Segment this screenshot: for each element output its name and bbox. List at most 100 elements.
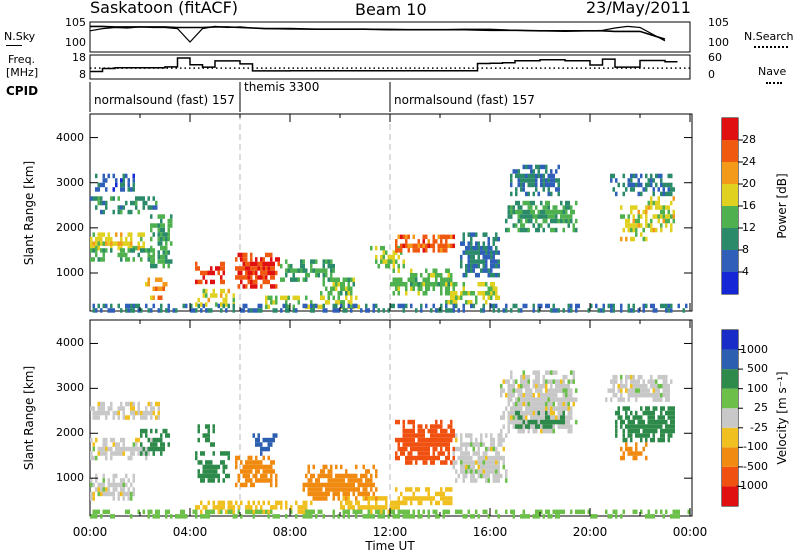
power-cell xyxy=(125,308,128,313)
power-cell xyxy=(482,263,485,269)
power-cell xyxy=(465,250,468,255)
power-cell xyxy=(522,164,525,170)
velocity-cell xyxy=(207,509,210,515)
velocity-cell xyxy=(652,406,655,411)
power-cell xyxy=(302,259,305,264)
velocity-cell xyxy=(342,487,345,492)
power-cell xyxy=(152,259,155,264)
power-cell xyxy=(662,218,665,224)
velocity-cell xyxy=(482,455,485,461)
velocity-cell xyxy=(630,428,633,434)
power-cell xyxy=(410,273,413,278)
velocity-cell xyxy=(562,424,565,429)
velocity-cell xyxy=(312,496,315,501)
power-cell xyxy=(512,209,515,215)
velocity-cell xyxy=(647,406,650,411)
power-cell xyxy=(655,214,658,219)
power-cell xyxy=(222,303,225,309)
power-cell xyxy=(540,214,543,219)
power-cell xyxy=(222,279,225,285)
velocity-cell xyxy=(317,509,320,515)
power-cell xyxy=(137,252,140,258)
velocity-cell xyxy=(450,460,453,465)
power-cell xyxy=(160,303,163,309)
power-cell xyxy=(490,272,493,278)
velocity-cell xyxy=(647,419,650,425)
velocity-cell xyxy=(480,460,483,465)
power-cell xyxy=(502,308,505,313)
power-cell xyxy=(122,252,125,258)
power-cell xyxy=(522,173,525,179)
velocity-cell xyxy=(665,379,668,384)
frequency-line xyxy=(90,57,678,73)
velocity-cell xyxy=(640,437,643,443)
velocity-cell xyxy=(100,451,103,456)
power-cell xyxy=(485,263,488,269)
velocity-cell xyxy=(247,500,250,506)
velocity-cell xyxy=(660,509,663,515)
velocity-cell xyxy=(235,500,238,506)
velocity-cell xyxy=(310,473,313,479)
velocity-cell xyxy=(672,424,675,429)
velocity-cell xyxy=(157,415,160,420)
velocity-cell xyxy=(495,469,498,474)
velocity-cell xyxy=(620,455,623,461)
power-cell xyxy=(137,196,140,201)
power-cell xyxy=(487,241,490,246)
velocity-cell xyxy=(495,451,498,456)
velocity-cell xyxy=(555,415,558,420)
power-cell xyxy=(245,252,248,258)
power-cell xyxy=(312,308,315,313)
power-cell xyxy=(547,205,550,210)
power-cell xyxy=(267,261,270,267)
power-cell xyxy=(632,236,635,242)
power-cell xyxy=(95,187,98,192)
power-cell xyxy=(517,200,520,206)
power-cell xyxy=(277,261,280,267)
velocity-cell xyxy=(650,424,653,429)
power-cell xyxy=(97,187,100,192)
power-cell xyxy=(117,196,120,201)
power-cell xyxy=(132,178,135,183)
power-cell xyxy=(390,303,393,309)
velocity-cell xyxy=(632,419,635,425)
velocity-cell xyxy=(615,392,618,398)
velocity-cell xyxy=(205,469,208,474)
velocity-cell xyxy=(657,374,660,380)
power-heatmap xyxy=(90,164,688,313)
power-cell xyxy=(335,286,338,291)
velocity-cell xyxy=(670,419,673,425)
power-cell xyxy=(497,259,500,264)
velocity-cell xyxy=(655,428,658,434)
velocity-cell xyxy=(465,464,468,470)
velocity-cell xyxy=(467,460,470,465)
velocity-cell xyxy=(557,424,560,429)
velocity-cell xyxy=(205,464,208,470)
velocity-cell xyxy=(605,509,608,515)
power-cell xyxy=(315,259,318,264)
velocity-cell xyxy=(370,473,373,479)
power-cell xyxy=(212,288,215,294)
velocity-cell xyxy=(642,428,645,434)
velocity-cell xyxy=(145,415,148,420)
power-cell xyxy=(90,248,93,253)
velocity-cell xyxy=(582,509,585,515)
velocity-cell xyxy=(530,392,533,398)
velocity-cell xyxy=(152,437,155,443)
velocity-cell xyxy=(442,433,445,438)
velocity-cell xyxy=(352,509,355,515)
power-cell xyxy=(632,214,635,219)
velocity-cell xyxy=(435,437,438,443)
power-cell xyxy=(660,182,663,188)
velocity-cell xyxy=(395,451,398,456)
velocity-cell xyxy=(275,478,278,483)
velocity-cell xyxy=(262,500,265,506)
velocity-cell xyxy=(305,509,308,515)
power-cell xyxy=(632,308,635,313)
power-cell xyxy=(330,277,333,282)
power-cell xyxy=(475,300,478,305)
velocity-cell xyxy=(155,514,158,519)
velocity-cell xyxy=(527,392,530,398)
power-cell xyxy=(670,187,673,192)
velocity-cell xyxy=(485,469,488,474)
